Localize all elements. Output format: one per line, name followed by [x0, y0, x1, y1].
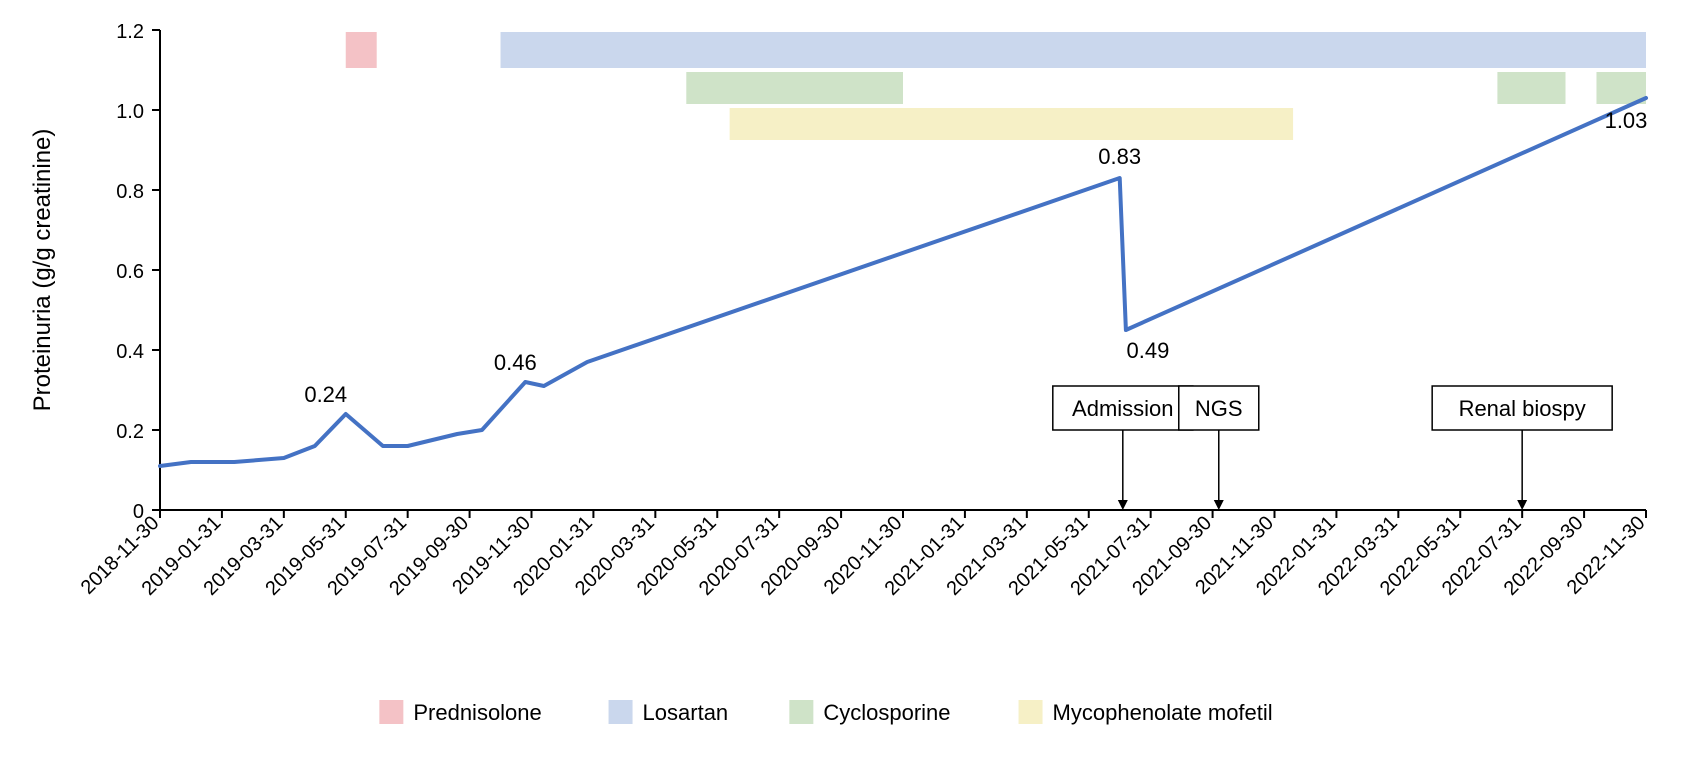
legend-label: Prednisolone [413, 700, 541, 725]
ytick-label: 0.2 [116, 421, 144, 443]
med-band-cyclosporine2 [1497, 72, 1565, 104]
proteinuria-chart: 00.20.40.60.81.01.2Proteinuria (g/g crea… [20, 20, 1666, 744]
point-label: 0.46 [494, 350, 537, 375]
y-axis-label: Proteinuria (g/g creatinine) [29, 129, 56, 412]
med-band-cyclosporine [686, 72, 903, 104]
legend-label: Losartan [643, 700, 729, 725]
med-band-losartan [501, 32, 1646, 68]
legend-label: Cyclosporine [823, 700, 950, 725]
point-label: 0.49 [1126, 338, 1169, 363]
ytick-label: 0.8 [116, 181, 144, 203]
event-label: NGS [1195, 396, 1243, 421]
event-label: Renal biospy [1459, 396, 1586, 421]
legend-label: Mycophenolate mofetil [1053, 700, 1273, 725]
med-band-prednisolone [346, 32, 377, 68]
point-label: 0.24 [304, 382, 347, 407]
legend-swatch [609, 700, 633, 724]
point-label: 1.03 [1605, 108, 1648, 133]
legend-swatch [379, 700, 403, 724]
med-band-mycophenolate [730, 108, 1293, 140]
legend-swatch [789, 700, 813, 724]
event-label: Admission [1072, 396, 1173, 421]
ytick-label: 0.6 [116, 261, 144, 283]
ytick-label: 0.4 [116, 341, 144, 363]
chart-svg: 00.20.40.60.81.01.2Proteinuria (g/g crea… [20, 20, 1666, 744]
legend-swatch [1019, 700, 1043, 724]
point-label: 0.83 [1098, 144, 1141, 169]
ytick-label: 1.2 [116, 21, 144, 43]
ytick-label: 1.0 [116, 101, 144, 123]
